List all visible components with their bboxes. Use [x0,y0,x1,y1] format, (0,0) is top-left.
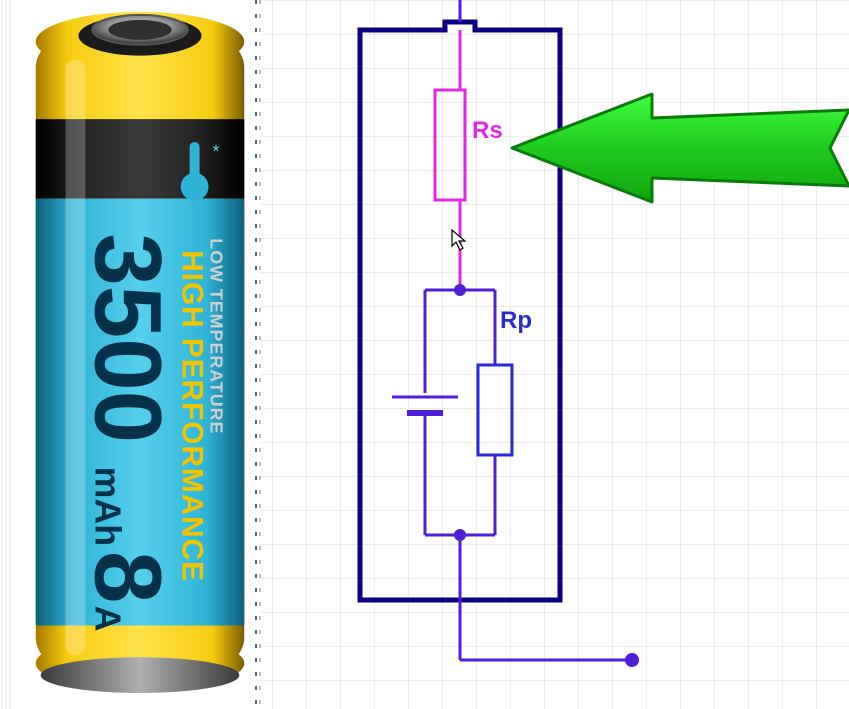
highlight-arrow [0,0,849,709]
cursor-icon [450,228,470,252]
